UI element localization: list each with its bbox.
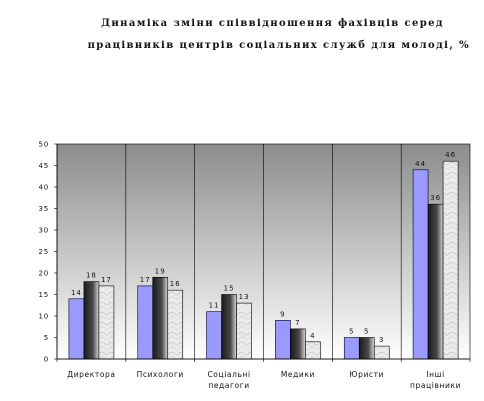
data-label: 3 xyxy=(379,336,384,344)
bar xyxy=(152,276,169,360)
category-label: педагоги xyxy=(208,381,249,390)
bar xyxy=(290,328,306,360)
bar xyxy=(236,302,252,360)
bar xyxy=(206,311,222,360)
y-tick-label: 40 xyxy=(38,184,49,192)
data-label: 4 xyxy=(310,332,315,340)
bar xyxy=(373,345,390,360)
chart-title-line-1: Динаміка зміни співвідношення фахівців с… xyxy=(101,18,444,29)
data-label: 13 xyxy=(239,293,250,301)
bar xyxy=(343,337,360,360)
bar xyxy=(68,298,85,360)
bar xyxy=(275,319,291,360)
bar xyxy=(427,203,444,360)
bar xyxy=(167,289,184,360)
category-label: Директора xyxy=(67,370,115,379)
y-tick-label: 30 xyxy=(38,227,49,235)
chart-title-line-2: працівників центрів соціальних служб для… xyxy=(87,40,470,51)
data-label: 16 xyxy=(170,280,181,288)
data-label: 7 xyxy=(295,319,300,327)
data-label: 11 xyxy=(209,302,220,310)
bar xyxy=(98,285,115,360)
data-label: 44 xyxy=(415,160,426,168)
data-label: 17 xyxy=(140,276,151,284)
category-label: Юристи xyxy=(349,370,384,379)
data-label: 17 xyxy=(101,276,112,284)
category-label: Психологи xyxy=(137,370,184,379)
data-label: 5 xyxy=(364,328,369,336)
y-tick-label: 10 xyxy=(38,313,49,321)
y-tick-label: 45 xyxy=(38,162,49,170)
data-label: 15 xyxy=(224,285,235,293)
bar xyxy=(412,169,429,360)
data-label: 9 xyxy=(280,310,285,318)
bar xyxy=(221,294,237,360)
bar xyxy=(358,337,375,360)
bar xyxy=(305,341,321,360)
data-label: 18 xyxy=(86,272,97,280)
category-label: Соціальні xyxy=(207,370,250,379)
y-tick-label: 50 xyxy=(38,141,49,149)
bar xyxy=(137,285,154,360)
y-tick-label: 20 xyxy=(38,270,49,278)
y-tick-label: 15 xyxy=(38,291,49,299)
data-label: 36 xyxy=(430,194,441,202)
category-label: Медики xyxy=(281,370,315,379)
data-label: 5 xyxy=(349,328,354,336)
data-label: 46 xyxy=(445,151,456,159)
y-tick-label: 25 xyxy=(38,248,49,256)
category-label: працівники xyxy=(410,381,461,390)
data-label: 14 xyxy=(71,289,82,297)
y-tick-label: 35 xyxy=(38,205,49,213)
category-label: Інші xyxy=(426,370,444,379)
data-label: 19 xyxy=(155,267,166,275)
y-tick-label: 0 xyxy=(44,356,49,364)
y-tick-label: 5 xyxy=(44,334,49,342)
bar xyxy=(83,281,100,360)
bar xyxy=(442,160,459,360)
